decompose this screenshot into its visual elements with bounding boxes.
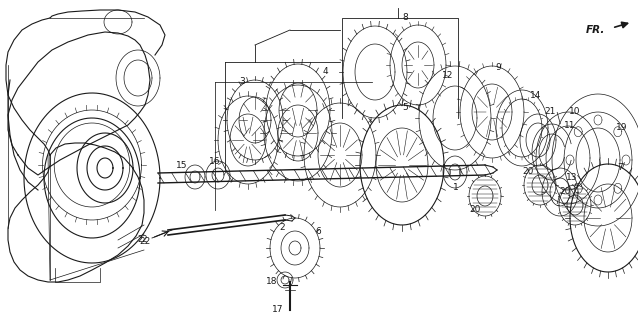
Text: 2: 2 <box>279 223 285 233</box>
Text: 20: 20 <box>560 188 570 196</box>
Text: 19: 19 <box>616 124 628 132</box>
Text: 10: 10 <box>569 108 581 116</box>
Text: 14: 14 <box>530 91 542 100</box>
Text: 5: 5 <box>402 103 408 113</box>
Text: 7: 7 <box>617 164 623 172</box>
Text: 8: 8 <box>402 13 408 22</box>
Text: 1: 1 <box>453 183 459 193</box>
Text: 22: 22 <box>139 237 151 246</box>
Text: 18: 18 <box>266 277 278 286</box>
Text: 6: 6 <box>315 228 321 236</box>
Text: 20: 20 <box>470 205 480 214</box>
Text: FR.: FR. <box>586 25 605 35</box>
Text: 17: 17 <box>272 306 284 315</box>
Text: 16: 16 <box>209 157 221 166</box>
Text: 11: 11 <box>564 122 575 131</box>
Text: 21: 21 <box>544 108 556 116</box>
Text: 15: 15 <box>176 161 188 170</box>
Text: 20: 20 <box>523 167 534 177</box>
Text: 9: 9 <box>495 63 501 73</box>
Text: 22: 22 <box>138 236 148 244</box>
Text: 12: 12 <box>442 70 454 79</box>
Text: 13: 13 <box>567 173 578 182</box>
Text: 4: 4 <box>322 68 328 76</box>
Text: 3: 3 <box>239 77 245 86</box>
